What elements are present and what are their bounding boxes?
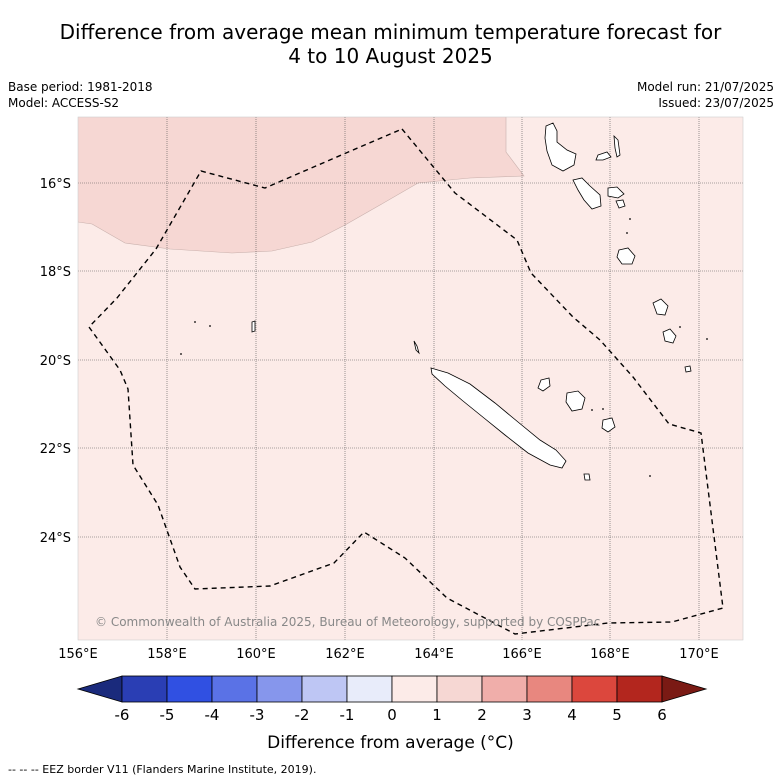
islet bbox=[626, 232, 628, 234]
colorbar-label: Difference from average (°C) bbox=[267, 733, 514, 753]
anomaly-region-1-2 bbox=[78, 117, 524, 253]
colorbar-tick: -4 bbox=[205, 706, 220, 724]
lon-tick-166: 166°E bbox=[502, 647, 542, 662]
colorbar-tick: 3 bbox=[522, 706, 532, 724]
land-outlines bbox=[251, 122, 692, 481]
island-isle-of-pines bbox=[583, 473, 591, 481]
islet bbox=[679, 326, 681, 328]
colorbar-bin bbox=[301, 675, 348, 703]
colorbar bbox=[76, 675, 708, 703]
colorbar-tick: -5 bbox=[160, 706, 175, 724]
lat-tick-labels: 16°S 18°S 20°S 22°S 24°S bbox=[40, 177, 71, 546]
meta-left: Base period: 1981-2018 Model: ACCESS-S2 bbox=[8, 79, 153, 111]
island-new-caledonia bbox=[430, 367, 567, 469]
islet bbox=[591, 409, 593, 411]
lon-tick-168: 168°E bbox=[590, 647, 630, 662]
island-malakula bbox=[572, 177, 602, 210]
colorbar-extend-high bbox=[661, 675, 708, 703]
colorbar-bin bbox=[436, 675, 483, 703]
islet bbox=[180, 353, 182, 355]
copyright-text: © Commonwealth of Australia 2025, Bureau… bbox=[95, 615, 600, 629]
colorbar-bin bbox=[256, 675, 303, 703]
islet bbox=[194, 321, 196, 323]
island-lifou bbox=[565, 390, 586, 412]
islet bbox=[629, 218, 631, 220]
anomaly-region-boundary bbox=[77, 117, 525, 254]
island-maewo bbox=[613, 134, 621, 158]
colorbar-bin bbox=[571, 675, 618, 703]
eez-footnote: -- -- -- EEZ border V11 (Flanders Marine… bbox=[8, 763, 317, 776]
island-belep bbox=[413, 340, 420, 355]
islet-dots bbox=[180, 218, 708, 477]
lon-tick-162: 162°E bbox=[325, 647, 365, 662]
lat-tick-22: 22°S bbox=[40, 442, 71, 457]
lon-tick-160: 160°E bbox=[236, 647, 276, 662]
colorbar-tick: -2 bbox=[295, 706, 310, 724]
base-period: Base period: 1981-2018 bbox=[8, 80, 153, 94]
meta-right: Model run: 21/07/2025 Issued: 23/07/2025 bbox=[637, 79, 774, 111]
colorbar-tick: -3 bbox=[250, 706, 265, 724]
lon-tick-164: 164°E bbox=[414, 647, 454, 662]
colorbar-tick: 5 bbox=[612, 706, 622, 724]
colorbar-bin bbox=[616, 675, 663, 703]
islet bbox=[706, 338, 708, 340]
model-name: Model: ACCESS-S2 bbox=[8, 96, 120, 110]
colorbar-tick: 6 bbox=[657, 706, 667, 724]
issued-date: Issued: 23/07/2025 bbox=[658, 96, 774, 110]
lat-tick-18: 18°S bbox=[40, 265, 71, 280]
island-ouvea bbox=[537, 377, 551, 392]
lon-tick-156: 156°E bbox=[58, 647, 98, 662]
gridlines bbox=[78, 117, 743, 640]
colorbar-tick: -6 bbox=[115, 706, 130, 724]
map-frame bbox=[77, 116, 744, 641]
island-hunter bbox=[662, 328, 677, 344]
colorbar-bin bbox=[166, 675, 213, 703]
lat-tick-20: 20°S bbox=[40, 354, 71, 369]
island-pentecost bbox=[595, 151, 612, 161]
colorbar-ticks: -6 -5 -4 -3 -2 -1 0 1 2 3 4 5 6 bbox=[115, 706, 667, 724]
island-ambrym bbox=[607, 186, 625, 199]
chart-title-line2: 4 to 10 August 2025 bbox=[288, 44, 493, 68]
islet bbox=[602, 408, 604, 410]
colorbar-bin bbox=[346, 675, 393, 703]
lon-tick-170: 170°E bbox=[679, 647, 719, 662]
lon-tick-158: 158°E bbox=[147, 647, 187, 662]
island-efate bbox=[616, 247, 636, 265]
island-espiritu-santo bbox=[544, 122, 577, 172]
island-mare bbox=[601, 417, 616, 433]
islet bbox=[649, 475, 651, 477]
colorbar-tick: 0 bbox=[387, 706, 397, 724]
eez-border bbox=[88, 128, 724, 635]
colorbar-tick: 1 bbox=[432, 706, 442, 724]
colorbar-bin bbox=[211, 675, 258, 703]
island-chesterfield bbox=[251, 320, 256, 333]
colorbar-tick: 2 bbox=[477, 706, 487, 724]
island-matthew bbox=[652, 298, 669, 316]
colorbar-bin bbox=[391, 675, 438, 703]
chart-title-line1: Difference from average mean minimum tem… bbox=[59, 20, 722, 44]
colorbar-tick: 4 bbox=[567, 706, 577, 724]
lat-tick-16: 16°S bbox=[40, 177, 71, 192]
model-run: Model run: 21/07/2025 bbox=[636, 80, 774, 94]
colorbar-bin bbox=[121, 675, 168, 703]
lat-tick-24: 24°S bbox=[40, 531, 71, 546]
islet bbox=[209, 325, 211, 327]
island-epi bbox=[615, 199, 626, 209]
lon-tick-labels: 156°E 158°E 160°E 162°E 164°E 166°E 168°… bbox=[58, 647, 719, 662]
colorbar-bin bbox=[526, 675, 573, 703]
colorbar-extend-low bbox=[76, 675, 123, 703]
island-small-1 bbox=[684, 365, 692, 373]
colorbar-tick: -1 bbox=[340, 706, 355, 724]
colorbar-bin bbox=[481, 675, 528, 703]
